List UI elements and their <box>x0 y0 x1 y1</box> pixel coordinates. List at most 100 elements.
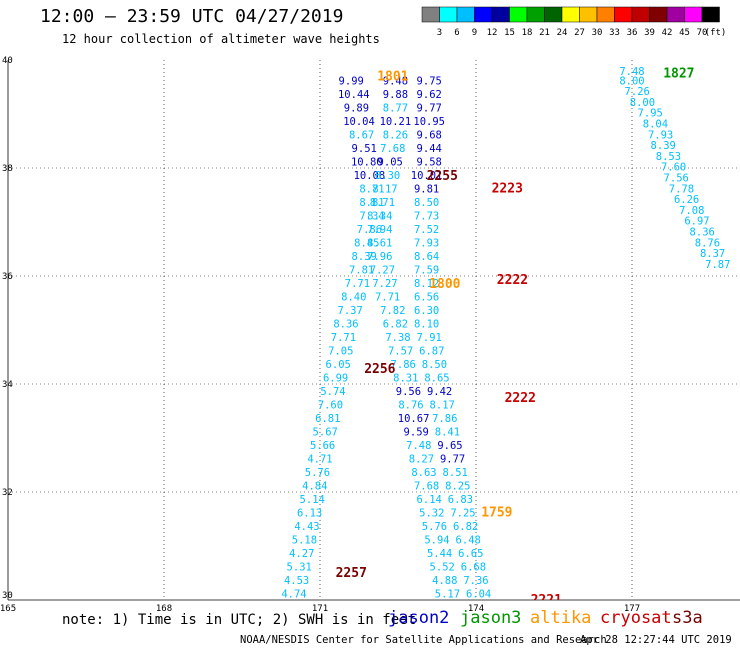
wave-height-value: 5.18 <box>292 534 317 546</box>
wave-height-value: 9.89 <box>344 102 369 114</box>
wave-height-value: 7.82 <box>380 305 405 317</box>
wave-height-value: 7.71 <box>331 332 356 344</box>
wave-height-value: 9.05 <box>378 156 403 168</box>
wave-height-value: 8.17 <box>372 183 397 195</box>
legend-tick-label: 33 <box>609 28 620 38</box>
wave-height-value: 8.63 <box>411 467 436 479</box>
wave-height-value: 5.52 <box>430 561 455 573</box>
legend-altika: altika <box>530 608 592 628</box>
wave-height-value: 9.48 <box>383 75 408 87</box>
wave-height-value: 10.95 <box>413 116 445 128</box>
wave-height-value: 5.17 <box>435 588 460 600</box>
wave-height-value: 7.60 <box>661 162 686 174</box>
wave-height-value: 9.88 <box>383 89 408 101</box>
wave-height-value: 8.50 <box>422 359 447 371</box>
wave-height-value: 8.61 <box>367 237 392 249</box>
wave-height-value: 6.30 <box>414 305 439 317</box>
wave-height-value: 8.65 <box>424 372 449 384</box>
legend-swatch <box>701 6 720 23</box>
wave-height-value: 6.13 <box>297 507 322 519</box>
wave-height-value: 6.99 <box>323 372 348 384</box>
wave-height-value: 4.88 <box>432 575 457 587</box>
wave-height-value: 7.52 <box>414 224 439 236</box>
wave-height-value: 7.71 <box>345 278 370 290</box>
wave-height-value: 9.59 <box>404 426 429 438</box>
chart-title: 12:00 — 23:59 UTC 04/27/2019 <box>40 6 344 27</box>
wave-height-value: 8.81 <box>359 197 384 209</box>
wave-height-value: 6.48 <box>456 534 481 546</box>
wave-height-value: 8.64 <box>414 251 439 263</box>
wave-height-value: 7.86 <box>391 359 416 371</box>
wave-height-value: 8.12 <box>414 278 439 290</box>
wave-height-value: 7.57 <box>388 345 413 357</box>
chart-subtitle: 12 hour collection of altimeter wave hei… <box>62 32 380 46</box>
legend-tick-label: 45 <box>679 28 690 38</box>
wave-height-value: 7.26 <box>625 86 650 98</box>
wave-height-value: 10.01 <box>411 170 443 182</box>
wave-height-value: 9.77 <box>417 102 442 114</box>
wave-height-value: 7.68 <box>380 143 405 155</box>
wave-height-value: 9.99 <box>339 75 364 87</box>
wave-height-value: 4.53 <box>284 575 309 587</box>
wave-height-value: 9.81 <box>414 183 439 195</box>
legend-tick-label: 12 <box>487 28 498 38</box>
wave-height-value: 7.27 <box>372 278 397 290</box>
wave-height-value: 8.36 <box>333 318 358 330</box>
wave-height-value: 7.48 <box>619 66 644 78</box>
wave-height-value: 8.25 <box>445 480 470 492</box>
wave-height-value: 7.68 <box>414 480 439 492</box>
wave-height-value: 7.96 <box>367 251 392 263</box>
wave-height-value: 6.87 <box>419 345 444 357</box>
legend-jason3: jason3 <box>460 608 522 628</box>
y-tick-label: 40 <box>2 56 13 66</box>
wave-height-value: 6.81 <box>315 413 340 425</box>
wave-height-value: 8.45 <box>354 237 379 249</box>
y-tick-label: 36 <box>2 272 13 282</box>
wave-height-value: 5.66 <box>310 440 335 452</box>
wave-height-value: 6.82 <box>453 521 478 533</box>
wave-height-value: 4.43 <box>294 521 319 533</box>
wave-height-value: 6.56 <box>414 291 439 303</box>
pass-time-label: 2255 <box>427 169 458 184</box>
wave-height-value: 5.76 <box>422 521 447 533</box>
wave-height-value: 5.14 <box>300 494 325 506</box>
wave-height-value: 8.36 <box>690 227 715 239</box>
legend-tick-label: 24 <box>557 28 568 38</box>
pass-time-label: 1801 <box>377 70 408 85</box>
wave-height-value: 9.68 <box>417 129 442 141</box>
wave-height-value: 7.38 <box>385 332 410 344</box>
wave-height-value: 5.74 <box>320 386 345 398</box>
wave-height-value: 8.00 <box>630 97 655 109</box>
x-tick-label: 174 <box>468 604 484 614</box>
y-tick-label: 38 <box>2 164 13 174</box>
wave-height-value: 9.58 <box>417 156 442 168</box>
legend-tick-label: 42 <box>662 28 673 38</box>
generated-timestamp: Apr 28 12:27:44 UTC 2019 <box>580 634 732 646</box>
wave-height-value: 8.26 <box>383 129 408 141</box>
wave-height-value: 8.71 <box>359 183 384 195</box>
wave-height-value: 7.59 <box>414 264 439 276</box>
wave-height-value: 8.53 <box>656 151 681 163</box>
y-tick-label: 30 <box>2 591 13 601</box>
wave-height-value: 8.17 <box>430 399 455 411</box>
wave-height-value: 8.41 <box>435 426 460 438</box>
wave-height-value: 4.84 <box>302 480 327 492</box>
wave-height-value: 8.10 <box>414 318 439 330</box>
wave-height-value: 8.76 <box>695 237 720 249</box>
wave-height-value: 6.97 <box>684 216 709 228</box>
wave-height-value: 9.56 <box>396 386 421 398</box>
wave-height-value: 8.51 <box>443 467 468 479</box>
x-tick-label: 168 <box>156 604 172 614</box>
wave-height-value: 9.42 <box>427 386 452 398</box>
wave-height-value: 9.62 <box>417 89 442 101</box>
pass-time-label: 1759 <box>481 505 512 520</box>
wave-height-value: 7.34 <box>359 210 384 222</box>
legend-tick-label: 70 <box>697 28 708 38</box>
wave-height-value: 9.44 <box>417 143 442 155</box>
y-tick-label: 32 <box>2 488 13 498</box>
pass-time-label: 2221 <box>531 593 562 608</box>
wave-height-value: 7.94 <box>367 224 392 236</box>
wave-height-value: 6.04 <box>466 588 491 600</box>
